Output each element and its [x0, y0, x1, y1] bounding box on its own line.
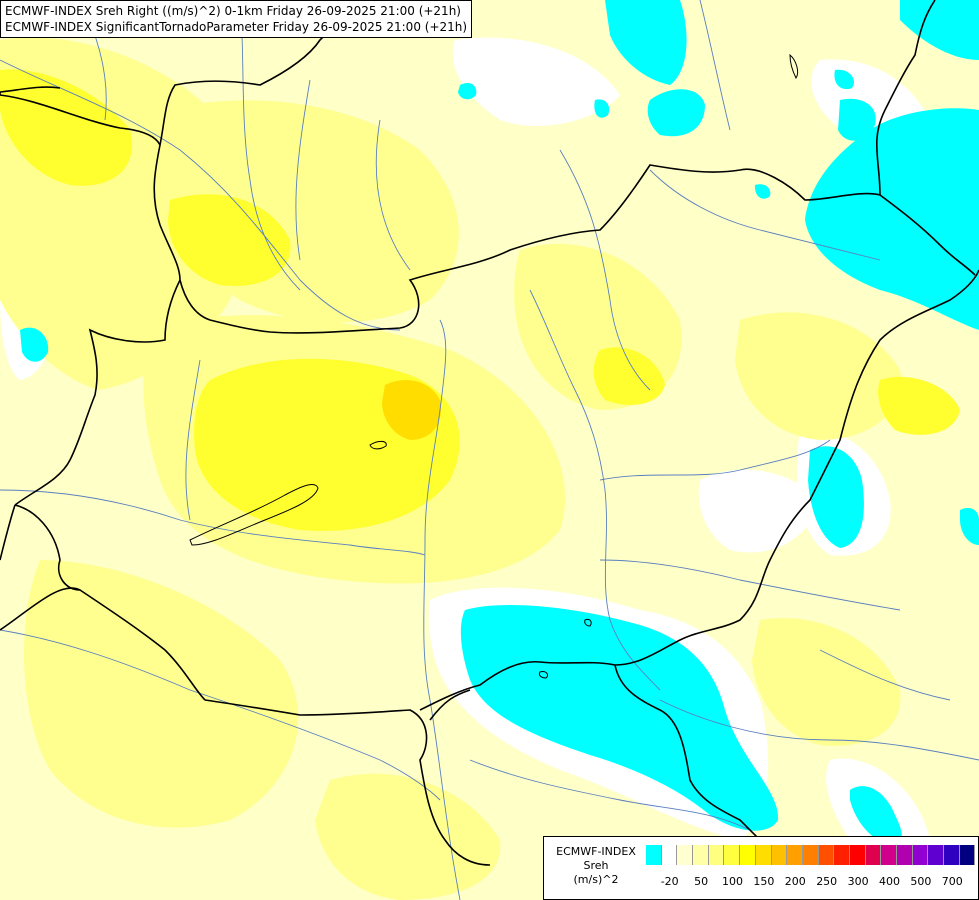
legend-swatch — [834, 845, 850, 865]
legend-label-line-2: Sreh — [583, 859, 609, 872]
map-title-line-1: ECMWF-INDEX Sreh Right ((m/s)^2) 0-1km F… — [5, 4, 461, 18]
map-title-line-2: ECMWF-INDEX SignificantTornadoParameter … — [5, 20, 468, 34]
legend-tick-label: 400 — [879, 875, 900, 888]
small-lake — [538, 671, 549, 679]
legend-swatch — [740, 845, 756, 865]
legend-swatch — [661, 845, 678, 865]
legend-swatch — [724, 845, 741, 865]
small-lake — [584, 619, 592, 627]
small-lake — [789, 53, 799, 79]
legend-tick-label: 200 — [784, 875, 806, 888]
color-legend: ECMWF-INDEX Sreh (m/s)^2 -20 50 100 150 200 2… — [543, 836, 979, 900]
legend-label-line-3: (m/s)^2 — [573, 873, 619, 886]
legend-swatch — [818, 845, 835, 865]
legend-tick-label: 150 — [753, 875, 775, 888]
legend-swatch — [865, 845, 882, 865]
legend-label-line-1: ECMWF-INDEX — [556, 845, 636, 858]
legend-tick-label: 300 — [847, 875, 869, 888]
legend-swatch — [897, 845, 913, 865]
legend-tick-label: 700 — [941, 875, 963, 888]
lake-balaton — [189, 484, 319, 546]
legend-swatch — [849, 845, 866, 865]
legend-ticks: -20 50 100 150 200 250 300 400 500 700 — [646, 875, 976, 889]
legend-swatch — [959, 845, 976, 865]
legend-swatch — [928, 845, 945, 865]
legend-tick-label: 250 — [816, 875, 838, 888]
legend-swatches — [646, 845, 976, 865]
legend-swatch — [944, 845, 960, 865]
legend-label: ECMWF-INDEX Sreh (m/s)^2 — [548, 845, 644, 887]
legend-tick-label: 50 — [694, 875, 709, 888]
legend-swatch — [677, 845, 694, 865]
sreh-150-200 — [382, 380, 441, 440]
sreh-100-150 — [0, 69, 960, 531]
legend-swatch — [693, 845, 709, 865]
map-title-box: ECMWF-INDEX Sreh Right ((m/s)^2) 0-1km F… — [0, 0, 473, 38]
legend-swatch — [912, 845, 929, 865]
legend-swatch — [646, 845, 662, 865]
legend-tick-label: 100 — [722, 875, 743, 888]
legend-swatch — [881, 845, 897, 865]
legend-tick-label: 500 — [910, 875, 932, 888]
legend-swatch — [708, 845, 725, 865]
legend-swatch — [755, 845, 772, 865]
legend-swatch — [771, 845, 788, 865]
legend-swatch — [787, 845, 803, 865]
small-lake — [369, 440, 387, 450]
legend-tick-label: -20 — [660, 875, 679, 888]
lakes — [189, 53, 799, 679]
legend-swatch — [802, 845, 819, 865]
